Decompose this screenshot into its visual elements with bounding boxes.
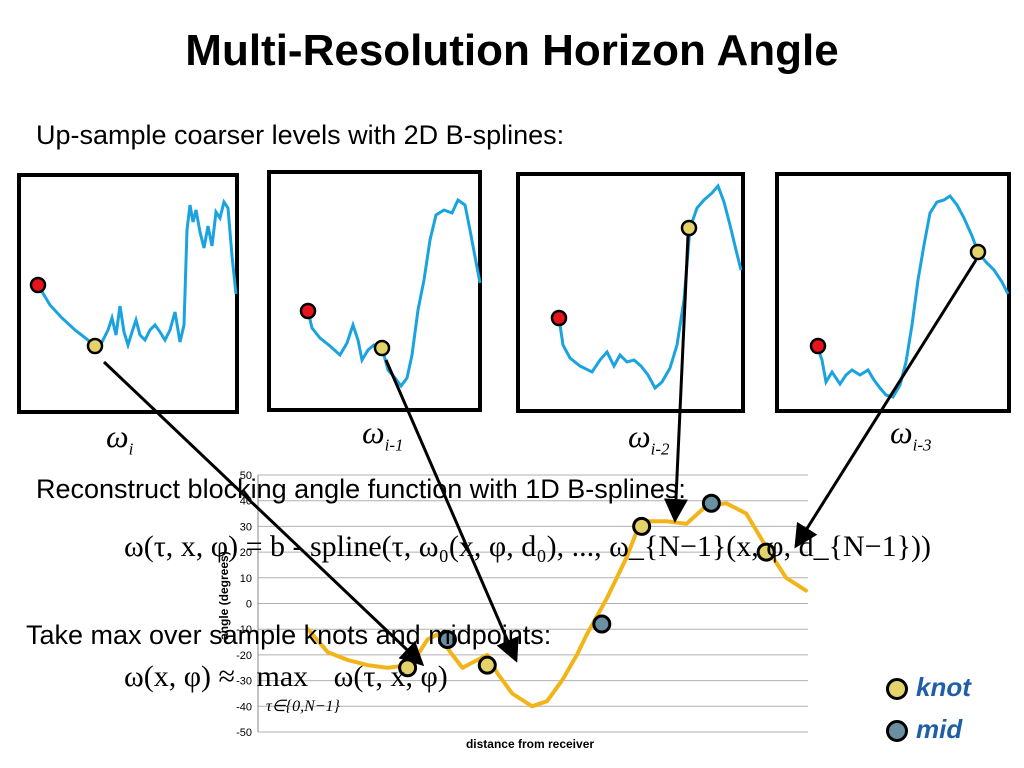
reconstruct-text: Reconstruct blocking angle function with… [36, 474, 686, 504]
panel-1-red-point [299, 302, 317, 320]
chart-x-axis-title: distance from receiver [465, 737, 595, 751]
panel-label-0: ωi [106, 418, 134, 459]
panel-2-red-point [550, 309, 568, 327]
mid-point [701, 493, 721, 513]
y-tick-label: -40 [236, 701, 252, 713]
panel-3-yellow-point [969, 243, 987, 261]
mid-point [592, 614, 612, 634]
y-tick-label: -20 [236, 650, 252, 662]
slide-title: Multi-Resolution Horizon Angle [185, 26, 839, 75]
arrow-0 [102, 360, 425, 667]
max-equation-rhs: ω(τ, x, φ) [333, 660, 448, 693]
panel-0 [17, 173, 239, 414]
max-equation-lhs: ω(x, φ) ≈ [124, 660, 236, 693]
legend-knot: knot [886, 672, 971, 703]
arrows [102, 235, 978, 667]
panel-label-2: ωi-2 [628, 418, 670, 459]
knot-marker-icon [886, 678, 908, 701]
panel-2-curve [557, 183, 743, 391]
panel-2 [516, 172, 745, 413]
y-tick-label: -50 [236, 727, 252, 739]
max-equation: ω(x, φ) ≈ max ω(τ, x, φ) [124, 660, 448, 694]
reconstruct-equation: ω(τ, x, φ) = b - spline(τ, ω₀(x, φ, d₀),… [124, 530, 931, 563]
upsample-text: Up-sample coarser levels with 2D B-splin… [36, 120, 565, 150]
arrow-3 [794, 259, 978, 549]
panel-3 [775, 172, 1011, 413]
panel-1-yellow-point [373, 339, 391, 357]
panel-1 [267, 170, 482, 412]
knot-point [632, 516, 652, 536]
mid-marker-icon [886, 720, 908, 743]
panel-0-yellow-point [86, 337, 104, 355]
panel-0-curve [36, 198, 238, 351]
panel-1-curve [306, 197, 482, 389]
mid-point [437, 629, 457, 649]
arrow-2 [663, 235, 690, 523]
max-operator: max [256, 660, 309, 693]
panel-label-1: ωi-1 [362, 414, 404, 455]
takemax-text: Take max over sample knots and midpoints… [26, 620, 552, 650]
y-tick-label: 30 [240, 521, 252, 533]
y-tick-label: 0 [246, 599, 252, 611]
knot-point [477, 655, 497, 675]
panel-label-3: ωi-3 [890, 414, 932, 455]
legend-mid: mid [886, 714, 962, 745]
panel-0-red-point [29, 276, 47, 294]
y-tick-label: 50 [240, 470, 252, 482]
y-tick-label: -30 [236, 676, 252, 688]
knot-point [756, 542, 776, 562]
panel-2-yellow-point [680, 219, 698, 237]
arrow-1 [384, 359, 519, 663]
max-subscript: τ∈{0,N−1} [266, 698, 340, 715]
y-tick-label: 20 [240, 547, 252, 559]
y-tick-label: -10 [236, 624, 252, 636]
y-tick-label: 10 [240, 573, 252, 585]
panel-3-red-point [809, 337, 827, 355]
panel-3-curve [815, 193, 1010, 399]
